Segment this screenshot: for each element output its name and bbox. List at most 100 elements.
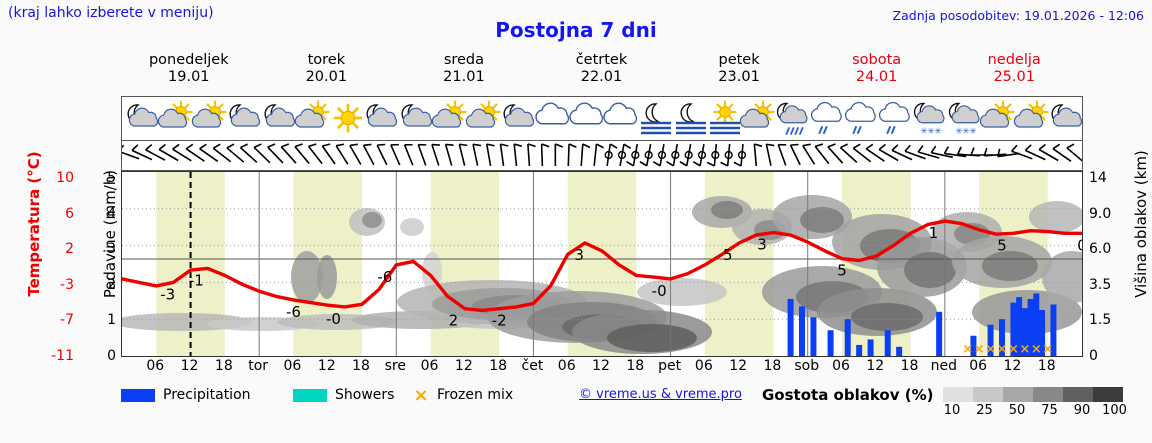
- day-date: 22.01: [580, 69, 623, 85]
- wind-barb-icon: [335, 143, 349, 165]
- wind-barb-icon: [431, 143, 440, 166]
- wind-barb-icon: [307, 143, 323, 165]
- menu-hint-text: (kraj lahko izberete v meniju): [8, 5, 214, 21]
- svg-text:5: 5: [997, 236, 1007, 254]
- sun-cloud-icon: [979, 100, 1015, 128]
- svg-text:✳: ✳: [934, 127, 942, 137]
- wind-barb-icon: [802, 143, 816, 165]
- wind-barb-icon: [122, 144, 140, 160]
- time-tick-label: 12: [180, 358, 199, 374]
- cloud-height-axis-ticks: 14 9.0 6.0 3.5 1.5 0: [1089, 171, 1125, 363]
- wind-barb-icon: [917, 145, 940, 159]
- cloud-density-swatch: [1063, 387, 1093, 402]
- time-tick-label: 12: [729, 358, 748, 374]
- svg-text:✳: ✳: [955, 127, 963, 137]
- svg-text:-3: -3: [160, 285, 175, 303]
- wind-barb-icon: [666, 144, 680, 167]
- cloud-scale-tick: 10: [943, 403, 961, 418]
- axis-tick: 3: [107, 241, 116, 258]
- day-header-torek: torek 20.01: [258, 52, 396, 86]
- wind-barb-icon: [485, 143, 495, 166]
- wind-barb-icon: [904, 144, 926, 160]
- sun-cloud-icon: [1013, 100, 1049, 128]
- wind-barb-icon: [554, 143, 564, 166]
- wind-barb-icon: [930, 145, 953, 159]
- day-date: 19.01: [168, 69, 210, 85]
- moon-cloud-icon: [401, 104, 433, 127]
- time-tick-label: 06: [694, 358, 713, 374]
- time-tick-label: sre: [384, 358, 406, 374]
- day-header-četrtek: četrtek 22.01: [533, 52, 671, 86]
- axis-tick: 6.0: [1089, 241, 1112, 258]
- sun-cloud-icon: [739, 100, 775, 128]
- wind-barb-icon: [580, 143, 591, 167]
- wind-barb-icon: [1038, 143, 1059, 162]
- time-tick-label: 12: [592, 358, 610, 374]
- precipitation-axis-ticks: 5 4 3 2 1 0: [92, 171, 116, 363]
- wind-barb-icon: [852, 143, 872, 163]
- svg-text:×: ×: [1019, 342, 1030, 356]
- wind-barb-icon: [789, 143, 801, 166]
- axis-tick: 4: [107, 205, 116, 222]
- wind-barb-icon: [983, 147, 1007, 157]
- time-tick-label: sob: [794, 358, 820, 374]
- wind-barb-icon: [839, 143, 858, 163]
- moon-snow-icon: ✳ ✳ ✳: [913, 102, 945, 137]
- copyright-link[interactable]: © vreme.us & vreme.pro: [579, 387, 742, 402]
- last-update-text: Zadnja posodobitev: 19.01.2026 - 12:06: [892, 8, 1144, 23]
- time-tick-label: 06: [832, 358, 850, 374]
- wind-barb-icon: [349, 143, 362, 165]
- wind-barb-icon: [639, 144, 653, 167]
- cloud-scale-tick: 25: [976, 403, 993, 418]
- time-axis: 06 12 18 tor 06 12 18 sre 06 12 18 čet 06 12 18 pet 06 12…: [121, 358, 1083, 380]
- svg-text:-6: -6: [377, 268, 392, 286]
- wind-barb-icon: [513, 143, 523, 167]
- time-tick-label: tor: [248, 358, 269, 374]
- wind-barb-icon: [652, 144, 667, 167]
- cloud-density-scale: [943, 387, 1123, 402]
- wind-barb-icon: [403, 143, 414, 166]
- moon-cloud-icon: [366, 104, 398, 127]
- wind-barb-icon: [145, 144, 166, 161]
- day-date: 25.01: [993, 69, 1035, 85]
- sun-icon: [333, 103, 363, 133]
- svg-text:×: ×: [997, 342, 1008, 356]
- svg-text:-0: -0: [652, 282, 667, 300]
- axis-tick: -11: [51, 348, 74, 364]
- time-tick-label: 18: [626, 358, 645, 374]
- cloud-rain-icon: [878, 101, 910, 134]
- wind-barb-icon: [540, 143, 550, 167]
- sun-cloud-icon: [465, 100, 501, 128]
- wind-barb-icon: [444, 143, 454, 166]
- day-date: 23.01: [718, 69, 760, 85]
- wind-barb-icon: [626, 144, 640, 167]
- day-header-nedelja: nedelja 25.01: [945, 52, 1083, 86]
- axis-tick: 3.5: [1089, 276, 1112, 293]
- day-header-petek: petek 23.01: [670, 52, 808, 86]
- svg-text:-0: -0: [326, 310, 341, 328]
- time-tick-label: pet: [658, 358, 682, 374]
- svg-text:1: 1: [929, 224, 939, 242]
- wind-barb-icon: [814, 143, 830, 165]
- cloud-scale-tick: 100: [1102, 403, 1127, 418]
- legend-label-showers: Showers: [335, 387, 395, 403]
- cloud-scale-tick: 50: [1008, 403, 1026, 418]
- moon-cloud-icon: [1051, 104, 1082, 127]
- day-header-ponedeljek: ponedeljek 19.01: [120, 52, 258, 86]
- svg-text:✳: ✳: [920, 127, 928, 137]
- time-tick-label: 12: [866, 358, 885, 374]
- svg-text:×: ×: [962, 342, 973, 356]
- wind-barb-icon: [527, 143, 536, 167]
- wind-barb-icon: [362, 143, 375, 166]
- time-tick-label: 06: [146, 358, 165, 374]
- day-name: torek: [307, 52, 346, 68]
- cloud-density-swatch: [973, 387, 1003, 402]
- wind-barb-icon: [239, 143, 258, 163]
- temperature-axis-ticks: 10 6 2 -3 -7 -11: [40, 171, 74, 363]
- time-tick-label: 12: [454, 358, 473, 374]
- moon-rain-icon: [776, 102, 808, 135]
- day-header-row: ponedeljek 19.01 torek 20.01 sreda 21.01 četrt…: [120, 52, 1083, 92]
- time-tick-label: 18: [352, 358, 370, 374]
- day-header-sobota: sobota 24.01: [808, 52, 946, 86]
- cloud-icon: [569, 102, 604, 125]
